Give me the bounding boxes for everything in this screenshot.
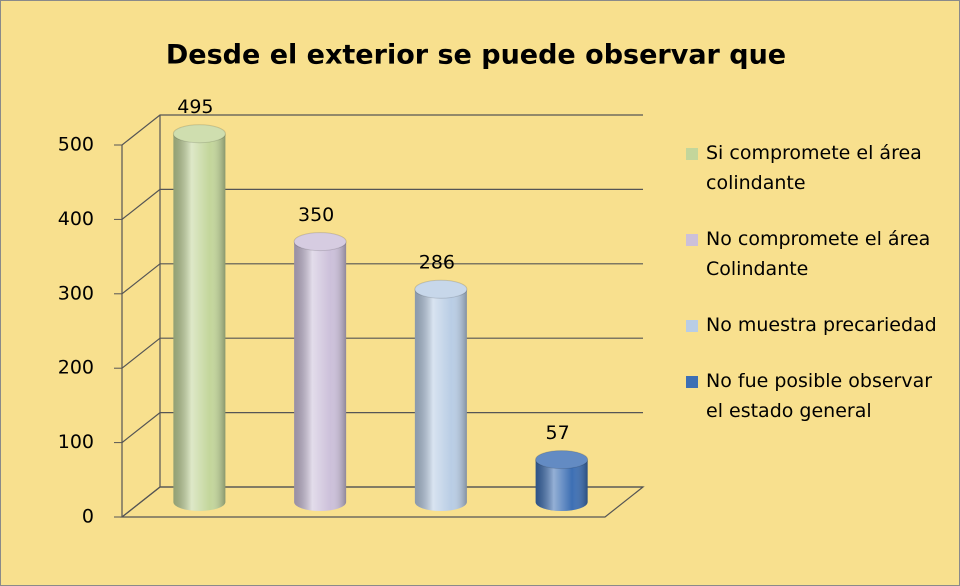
bar-shade — [414, 289, 467, 511]
legend: Si compromete el área colindante No compr… — [686, 138, 954, 452]
legend-swatch — [686, 320, 698, 332]
bar-top — [535, 450, 589, 470]
legend-entry: No compromete el área Colindante — [686, 224, 954, 284]
legend-entry: No muestra precariedad — [686, 310, 954, 340]
grid-line — [121, 263, 643, 295]
bar-top — [414, 279, 468, 299]
y-tick-label: 300 — [58, 282, 94, 304]
legend-entry: No fue posible observar el estado genera… — [686, 366, 954, 426]
bar-top — [172, 124, 226, 144]
legend-label: No compromete el área Colindante — [706, 228, 931, 280]
value-label: 57 — [546, 422, 570, 444]
legend-label: No muestra precariedad — [706, 314, 937, 336]
bar-top-shine — [294, 232, 347, 251]
bar-shade — [294, 241, 347, 511]
bar-top-shine — [414, 280, 467, 299]
value-label: 495 — [177, 96, 213, 118]
legend-entry: Si compromete el área colindante — [686, 138, 954, 198]
grid-line — [121, 188, 643, 220]
bar-top-shine — [535, 450, 588, 469]
grid-line — [121, 114, 643, 146]
legend-label: Si compromete el área colindante — [706, 142, 922, 194]
bar-shade — [535, 459, 588, 511]
legend-swatch — [686, 148, 698, 160]
value-label: 286 — [419, 252, 455, 274]
bar-top-shine — [173, 124, 226, 143]
legend-swatch — [686, 376, 698, 388]
y-tick-label: 400 — [58, 208, 94, 230]
y-tick-label: 0 — [82, 506, 94, 528]
y-tick-label: 100 — [58, 431, 94, 453]
y-tick-label: 500 — [58, 134, 94, 156]
legend-label: No fue posible observar el estado genera… — [706, 370, 933, 422]
y-tick-label: 200 — [58, 357, 94, 379]
bar-shade — [173, 133, 226, 511]
grid-line — [121, 486, 643, 518]
value-label: 350 — [298, 204, 334, 226]
legend-swatch — [686, 234, 698, 246]
bar-top — [293, 232, 347, 252]
grid-line — [121, 412, 643, 444]
grid-line — [121, 337, 643, 369]
chart-title: Desde el exterior se puede observar que — [166, 40, 786, 71]
